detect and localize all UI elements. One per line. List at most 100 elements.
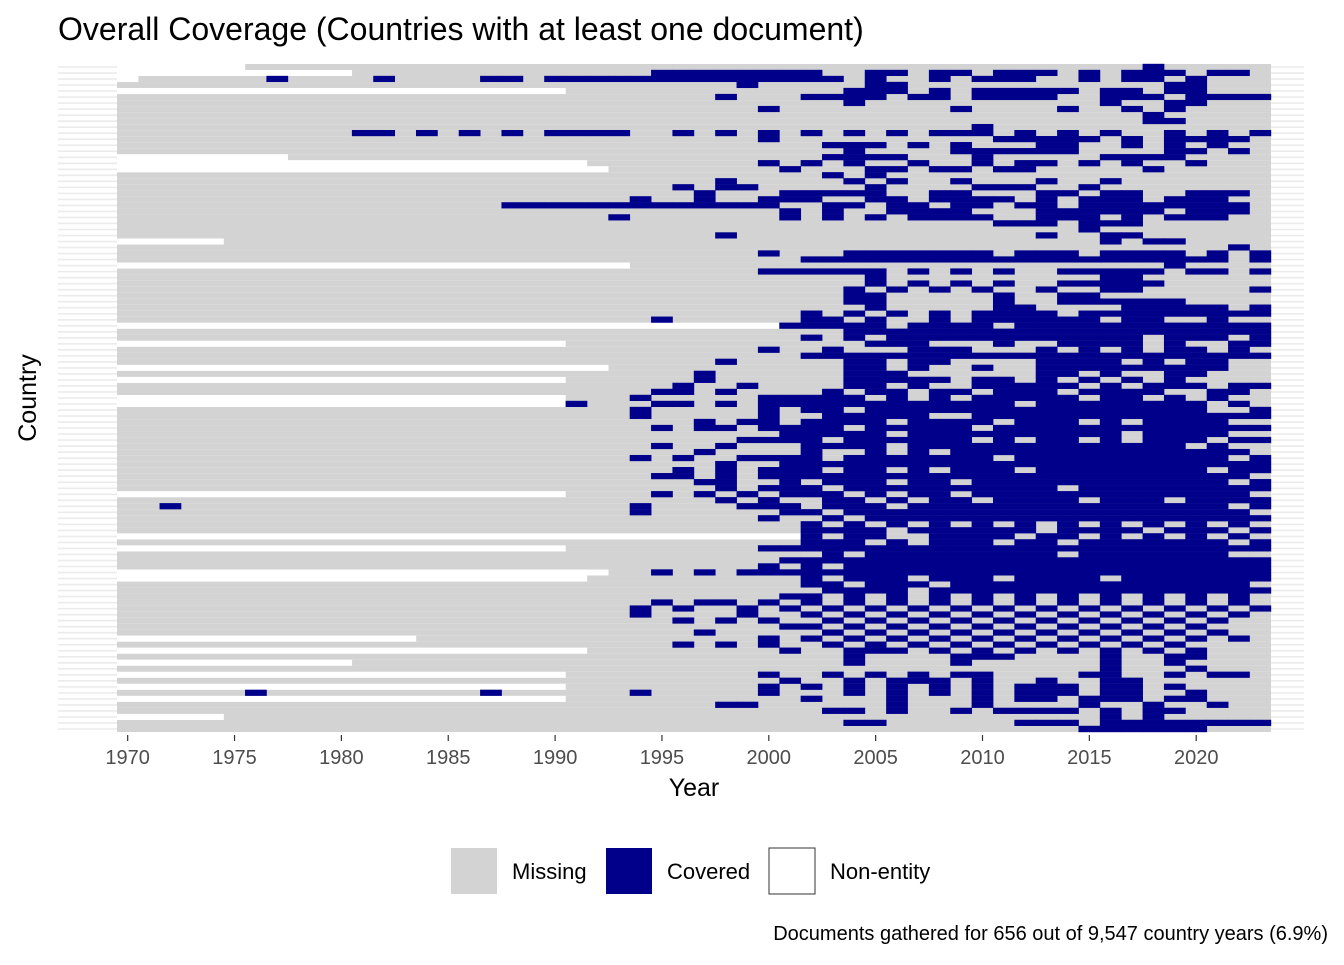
- covered-tile: [1228, 460, 1250, 468]
- covered-tile: [1078, 503, 1101, 510]
- covered-tile: [715, 69, 737, 77]
- covered-tile: [1142, 467, 1165, 474]
- covered-tile: [1121, 214, 1143, 221]
- missing-row-span: [117, 689, 1271, 696]
- covered-tile: [1099, 340, 1122, 348]
- covered-tile: [928, 334, 951, 342]
- covered-tile: [1078, 430, 1101, 438]
- covered-tile: [971, 533, 994, 540]
- covered-tile: [1014, 485, 1037, 492]
- covered-tile: [1057, 454, 1079, 462]
- covered-tile: [864, 442, 887, 450]
- covered-tile: [1163, 454, 1186, 462]
- covered-tile: [757, 671, 780, 679]
- covered-tile: [1099, 515, 1122, 522]
- covered-tile: [1014, 551, 1037, 558]
- covered-tile: [1206, 527, 1229, 534]
- covered-tile: [1121, 232, 1143, 239]
- covered-tile: [1035, 256, 1058, 263]
- covered-tile: [1142, 473, 1165, 480]
- covered-tile: [971, 382, 994, 390]
- covered-tile: [1163, 491, 1186, 498]
- covered-tile: [907, 605, 930, 612]
- covered-tile: [629, 202, 652, 209]
- covered-tile: [1035, 689, 1058, 697]
- covered-tile: [1206, 515, 1229, 522]
- covered-tile: [779, 677, 802, 685]
- covered-tile: [1163, 298, 1186, 305]
- covered-tile: [1142, 563, 1165, 570]
- covered-tile: [1228, 497, 1250, 504]
- covered-tile: [992, 442, 1015, 450]
- covered-tile: [1142, 448, 1165, 456]
- covered-tile: [1142, 587, 1165, 594]
- covered-tile: [843, 382, 866, 390]
- covered-tile: [907, 515, 930, 522]
- covered-tile: [1206, 617, 1229, 624]
- covered-tile: [1228, 521, 1250, 528]
- covered-tile: [1035, 208, 1058, 215]
- missing-row-span: [352, 659, 1271, 666]
- covered-tile: [1142, 256, 1165, 263]
- covered-tile: [1057, 689, 1079, 697]
- covered-tile: [1014, 707, 1037, 715]
- covered-tile: [1249, 587, 1272, 594]
- covered-tile: [1014, 250, 1037, 257]
- covered-tile: [715, 400, 737, 408]
- covered-tile: [886, 575, 908, 582]
- covered-tile: [886, 256, 908, 263]
- covered-tile: [1099, 623, 1122, 630]
- covered-tile: [1163, 436, 1186, 444]
- covered-tile: [1142, 430, 1165, 438]
- covered-tile: [1078, 352, 1101, 360]
- covered-tile: [1057, 575, 1079, 582]
- covered-tile: [1163, 581, 1186, 588]
- covered-tile: [1142, 575, 1165, 582]
- covered-tile: [1057, 635, 1079, 642]
- covered-tile: [928, 208, 951, 215]
- covered-tile: [1057, 129, 1079, 137]
- covered-tile: [886, 485, 908, 492]
- covered-tile: [992, 485, 1015, 492]
- covered-tile: [1142, 557, 1165, 564]
- covered-tile: [1121, 460, 1143, 468]
- covered-tile: [1185, 479, 1208, 486]
- covered-tile: [992, 148, 1015, 155]
- covered-tile: [1035, 454, 1058, 462]
- legend-key-covered: [606, 848, 652, 894]
- covered-tile: [1099, 611, 1122, 618]
- covered-tile: [843, 707, 866, 715]
- covered-tile: [1057, 352, 1079, 360]
- covered-tile: [822, 539, 844, 546]
- covered-tile: [1185, 623, 1208, 630]
- covered-tile: [843, 539, 866, 546]
- covered-tile: [672, 75, 695, 83]
- non-entity-span: [117, 401, 566, 408]
- covered-tile: [1035, 190, 1058, 197]
- covered-tile: [1078, 515, 1101, 522]
- non-entity-span: [117, 262, 630, 269]
- covered-tile: [757, 160, 780, 167]
- covered-tile: [1206, 503, 1229, 510]
- covered-tile: [1185, 587, 1208, 594]
- covered-tile: [1014, 93, 1037, 101]
- covered-tile: [779, 623, 802, 630]
- covered-tile: [907, 569, 930, 576]
- covered-tile: [779, 424, 802, 432]
- covered-tile: [1014, 581, 1037, 588]
- covered-tile: [1099, 473, 1122, 480]
- covered-tile: [992, 424, 1015, 432]
- covered-tile: [1228, 611, 1250, 618]
- missing-row-span: [117, 112, 1271, 119]
- covered-tile: [843, 521, 866, 528]
- covered-tile: [843, 683, 866, 691]
- covered-tile: [1057, 105, 1079, 113]
- covered-tile: [907, 208, 930, 215]
- covered-tile: [1228, 322, 1250, 329]
- missing-row-span: [117, 611, 1271, 618]
- covered-tile: [1099, 491, 1122, 498]
- covered-tile: [1185, 521, 1208, 528]
- covered-tile: [992, 527, 1015, 534]
- covered-tile: [1014, 129, 1037, 137]
